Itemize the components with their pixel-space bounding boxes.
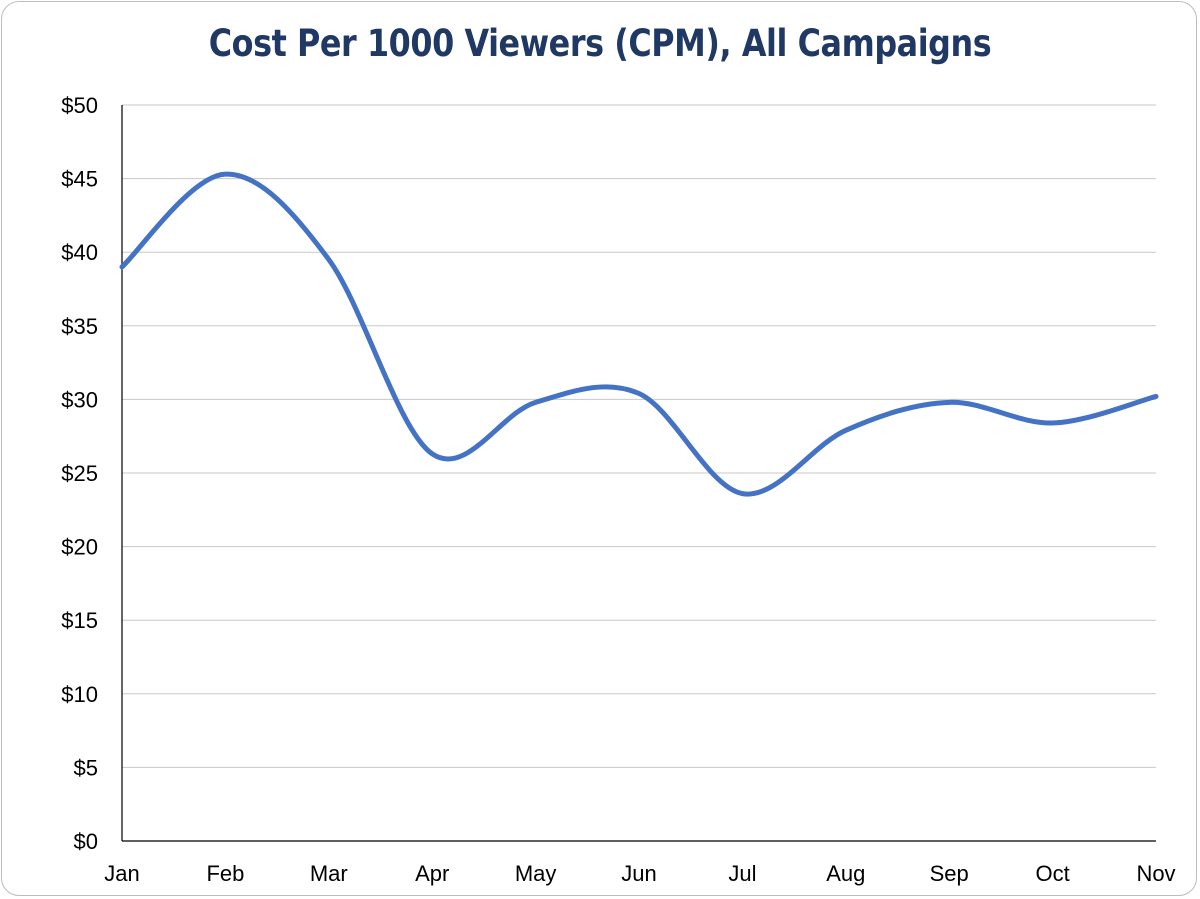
y-tick-label: $0 xyxy=(74,829,98,854)
axes xyxy=(121,105,1156,842)
series-line xyxy=(119,171,1159,497)
y-tick-label: $40 xyxy=(61,240,98,265)
y-tick-label: $5 xyxy=(74,755,98,780)
series-group xyxy=(119,171,1159,497)
chart-title: Cost Per 1000 Viewers (CPM), All Campaig… xyxy=(208,22,992,65)
y-tick-label: $15 xyxy=(61,608,98,633)
x-tick-label: Feb xyxy=(206,861,244,886)
y-tick-label: $50 xyxy=(61,93,98,118)
x-tick-label: Jul xyxy=(728,861,756,886)
x-tick-label: Oct xyxy=(1035,861,1069,886)
gridlines xyxy=(122,104,1156,768)
y-axis-ticks: $0 $5 $10 $15 $20 $25 $30 $35 $40 $45 $50 xyxy=(61,93,98,854)
x-tick-label: Aug xyxy=(826,861,865,886)
y-tick-label: $10 xyxy=(61,682,98,707)
x-axis-ticks: Jan Feb Mar Apr May Jun Jul Aug Sep Oct Nov xyxy=(104,861,1175,886)
y-tick-label: $20 xyxy=(61,535,98,560)
x-tick-label: Apr xyxy=(415,861,449,886)
x-tick-label: Sep xyxy=(930,861,969,886)
x-tick-label: May xyxy=(515,861,557,886)
y-tick-label: $45 xyxy=(61,167,98,192)
x-tick-label: Nov xyxy=(1136,861,1175,886)
x-tick-label: Jun xyxy=(621,861,656,886)
y-tick-label: $30 xyxy=(61,387,98,412)
y-tick-label: $25 xyxy=(61,461,98,486)
y-tick-label: $35 xyxy=(61,314,98,339)
x-tick-label: Jan xyxy=(104,861,139,886)
x-tick-label: Mar xyxy=(310,861,348,886)
